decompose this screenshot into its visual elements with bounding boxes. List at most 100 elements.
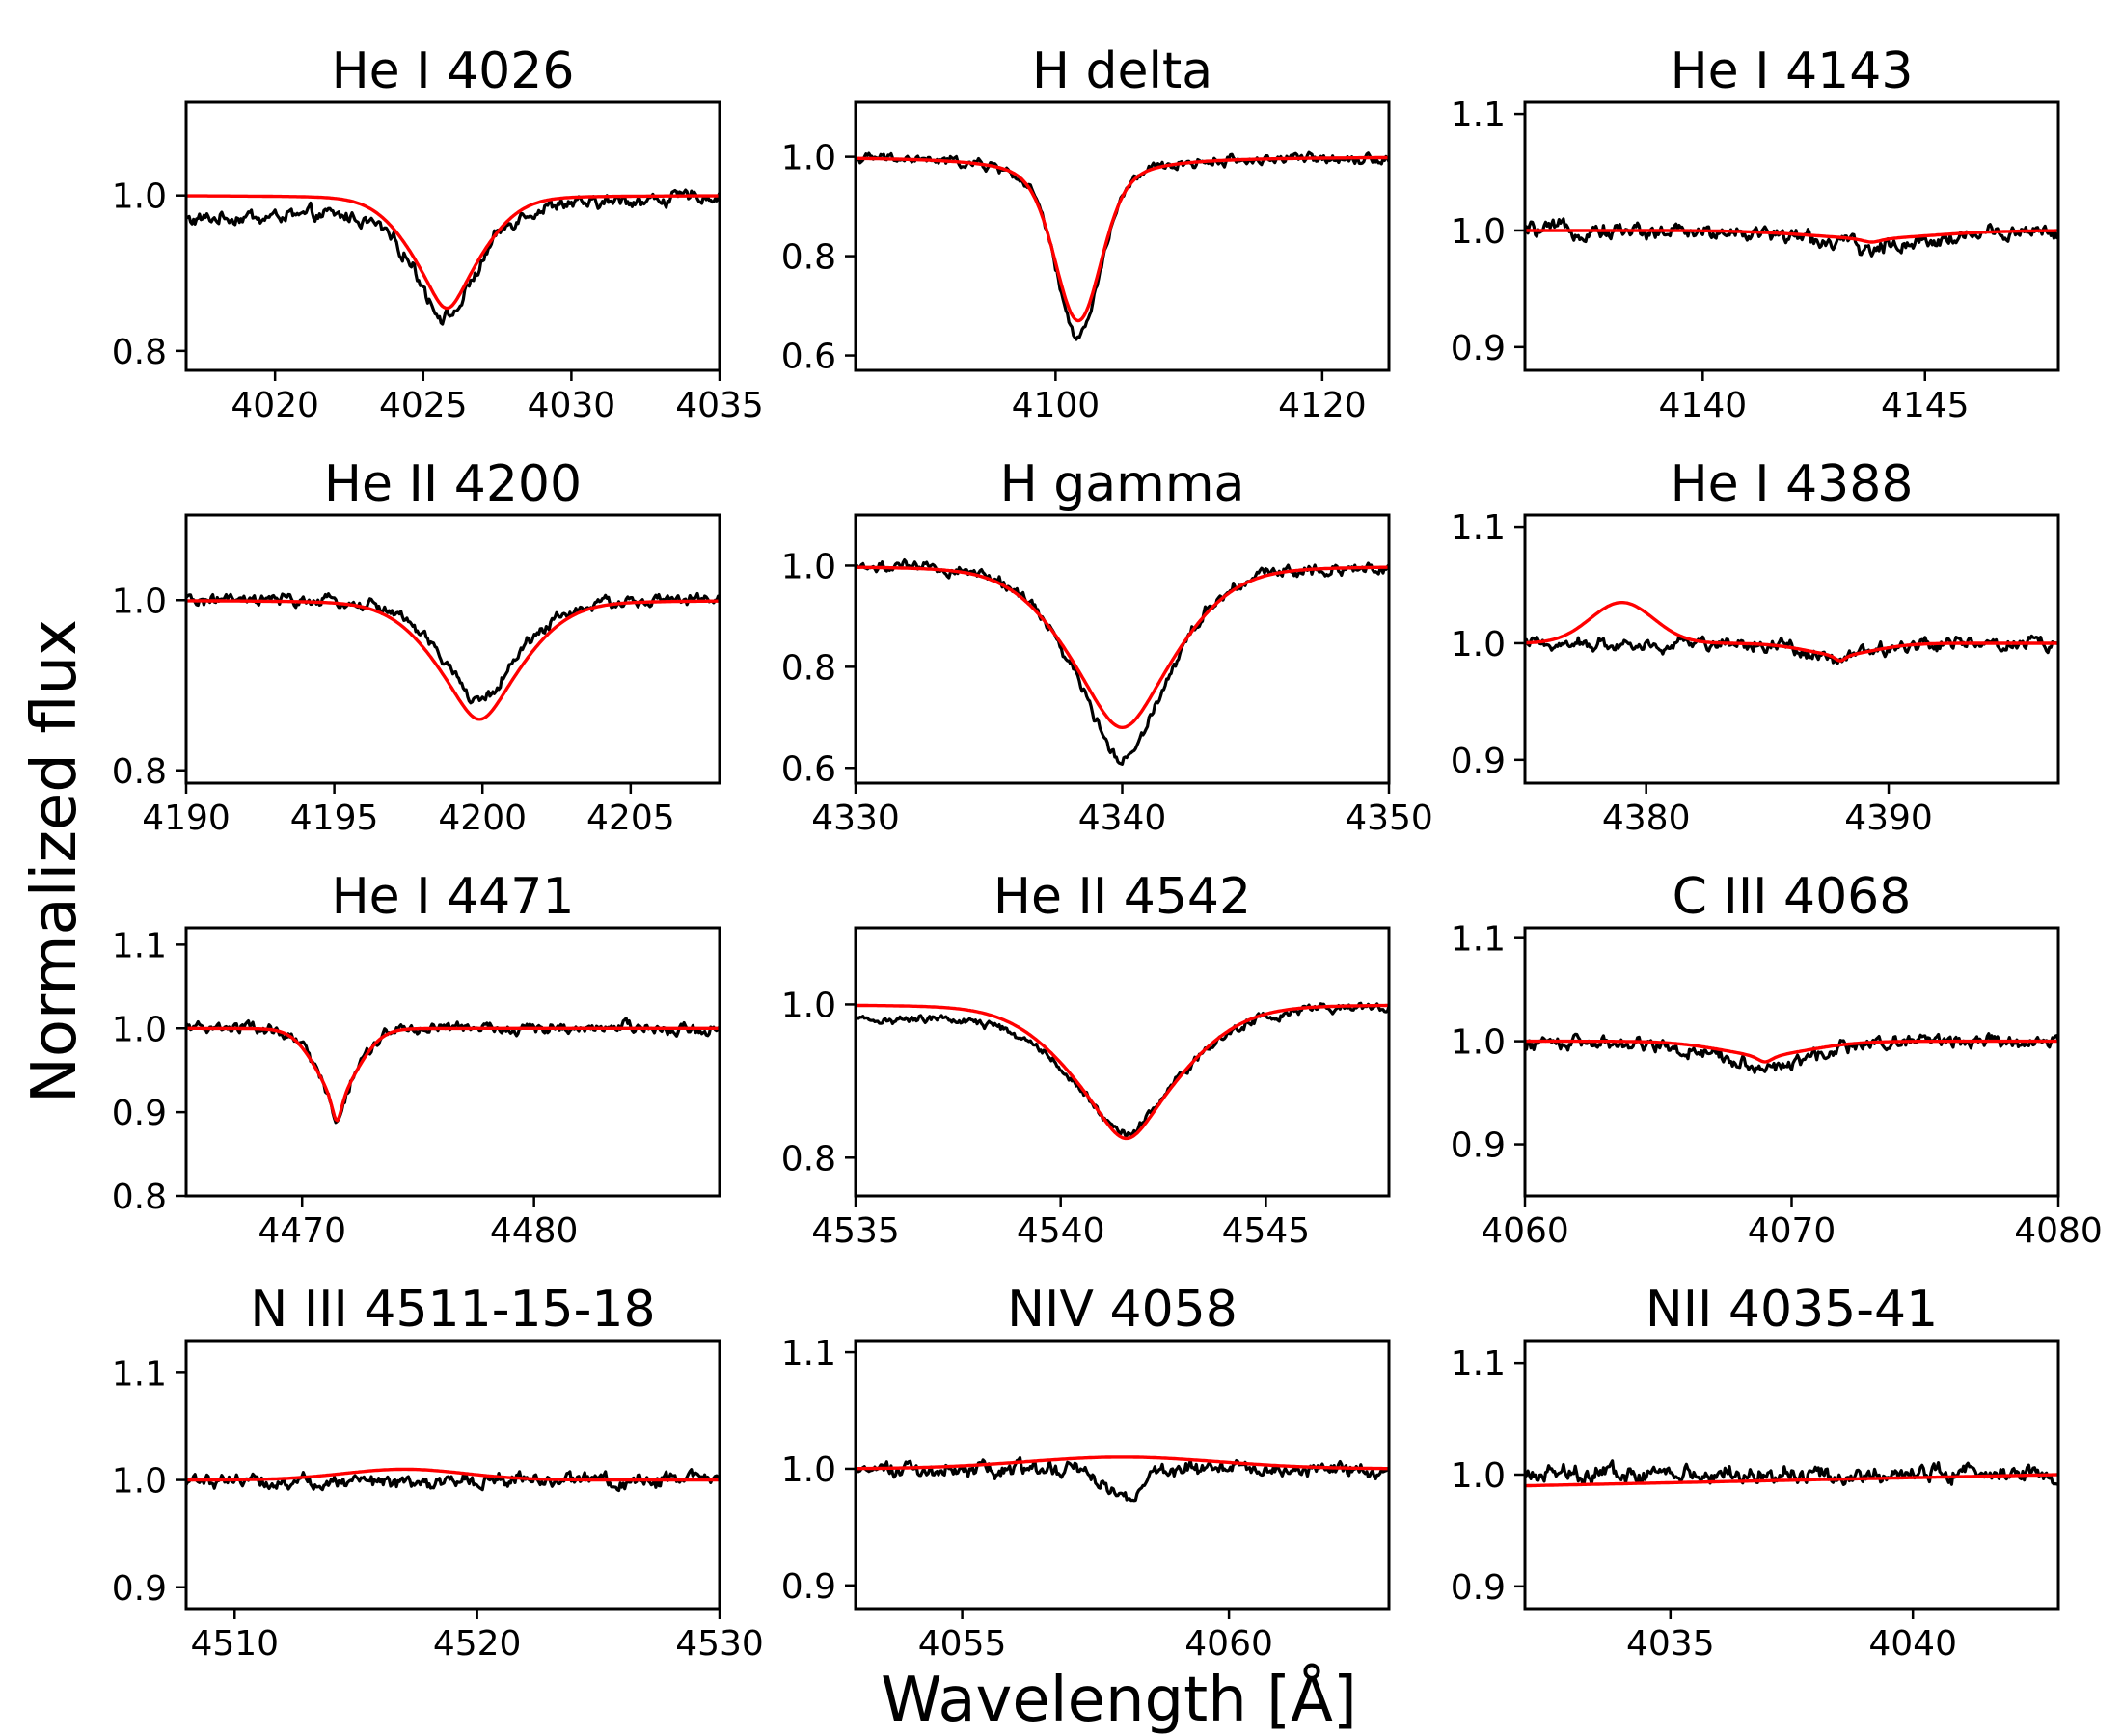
model-fit-line [186,1026,720,1123]
axes-frame [854,513,1391,785]
axes-frame [1523,926,2060,1198]
panel-title: H gamma [1000,455,1245,513]
panel-title: NII 4035-41 [1646,1281,1938,1339]
axes-frame [854,100,1391,372]
x-tick-label: 4020 [231,386,319,425]
figure-y-axis-label: Normalized flux [19,619,91,1103]
y-tick-label: 1.0 [1451,625,1506,665]
x-tick-label: 4480 [490,1211,579,1251]
model-fit-line [186,194,720,311]
x-tick-label: 4510 [190,1624,279,1664]
x-tick-label: 4035 [675,386,764,425]
y-tick-label: 1.0 [781,547,836,586]
y-tick-label: 1.1 [1451,920,1506,960]
observed-spectrum-line [856,1001,1389,1138]
panel: He I 4471 4470 4480 0.8 0.9 1.0 1.1 [112,868,721,1251]
model-fit-line [1525,229,2058,244]
y-tick-label: 1.0 [1451,1456,1506,1496]
figure-x-axis-label: Wavelength [Å] [881,1663,1357,1736]
x-tick-label: 4205 [586,799,675,838]
y-tick-label: 1.1 [112,1354,167,1394]
axes-frame [184,513,721,785]
x-tick-label: 4040 [1868,1624,1957,1664]
axes-frame [184,1339,721,1611]
x-tick-label: 4470 [258,1211,346,1251]
y-tick-label: 1.0 [781,1451,836,1490]
model-fit-line [856,155,1389,323]
axes-frame [1523,513,2060,785]
x-tick-label: 4060 [1184,1624,1273,1664]
model-fit-line [186,1467,720,1482]
series-group [1525,1032,2058,1074]
panel-title: He II 4542 [993,868,1251,926]
panel-title: He I 4388 [1671,455,1914,513]
axes-frame [1523,100,2060,372]
x-tick-label: 4350 [1345,799,1433,838]
y-tick-label: 1.0 [1451,212,1506,252]
panel: He I 4388 4380 4390 0.9 1.0 1.1 [1451,455,2060,838]
y-tick-label: 1.0 [112,582,167,621]
y-tick-label: 0.9 [1451,329,1506,368]
x-tick-label: 4200 [438,799,527,838]
panel: He I 4026 4020 4025 4030 4035 0.8 1.0 [112,42,764,425]
panel-title: C III 4068 [1673,868,1912,926]
x-tick-label: 4380 [1602,799,1691,838]
y-tick-label: 0.9 [112,1569,167,1609]
series-group [1525,1459,2058,1488]
observed-spectrum-line [856,1455,1389,1503]
x-tick-label: 4100 [1012,386,1101,425]
observed-spectrum-line [856,150,1389,341]
x-tick-label: 4035 [1626,1624,1715,1664]
y-tick-label: 1.0 [781,986,836,1025]
x-tick-label: 4530 [675,1624,764,1664]
x-tick-label: 4070 [1748,1211,1836,1251]
model-fit-line [1525,601,2058,663]
series-group [186,1017,720,1125]
x-tick-label: 4540 [1017,1211,1105,1251]
observed-spectrum-line [1525,1032,2058,1074]
panel-title: H delta [1032,42,1212,100]
axes-frame [854,1339,1391,1611]
y-tick-label: 0.8 [781,648,836,688]
series-group [856,1001,1389,1141]
series-group [186,1467,720,1493]
series-group [856,1455,1389,1503]
y-tick-label: 0.9 [1451,1126,1506,1166]
y-tick-label: 0.8 [781,1139,836,1179]
panel-title: He I 4471 [332,868,575,926]
x-tick-label: 4340 [1078,799,1167,838]
observed-spectrum-line [1525,634,2058,665]
y-tick-label: 0.9 [112,1094,167,1133]
panel: NIV 4058 4055 4060 0.9 1.0 1.1 [781,1281,1391,1664]
y-tick-label: 0.8 [112,333,167,372]
axes-frame [184,926,721,1198]
x-tick-label: 4330 [811,799,900,838]
series-group [1525,217,2058,258]
y-tick-label: 1.0 [1451,1023,1506,1063]
series-group [856,150,1389,341]
y-tick-label: 1.1 [1451,508,1506,548]
observed-spectrum-line [856,557,1389,766]
model-fit-line [856,1003,1389,1141]
panel: H gamma 4330 4340 4350 0.6 0.8 1.0 [781,455,1433,838]
x-tick-label: 4520 [433,1624,522,1664]
y-tick-label: 1.0 [112,1462,167,1502]
model-fit-line [186,599,720,721]
observed-spectrum-line [186,188,720,326]
observed-spectrum-line [186,1017,720,1125]
y-tick-label: 0.6 [781,338,836,377]
y-tick-label: 1.0 [112,1010,167,1049]
panel-grid: He I 4026 4020 4025 4030 4035 0.8 1.0 H delta 41… [112,42,2103,1664]
x-tick-label: 4195 [290,799,379,838]
panel-title: He I 4026 [332,42,575,100]
x-tick-label: 4025 [379,386,468,425]
series-group [186,188,720,326]
y-tick-label: 1.0 [112,177,167,217]
panel: He II 4542 4535 4540 4545 0.8 1.0 [781,868,1391,1251]
observed-spectrum-line [1525,1459,2058,1487]
series-group [1525,601,2058,665]
model-fit-line [1525,1039,2058,1064]
y-tick-label: 0.9 [1451,1568,1506,1608]
y-tick-label: 1.0 [781,139,836,178]
